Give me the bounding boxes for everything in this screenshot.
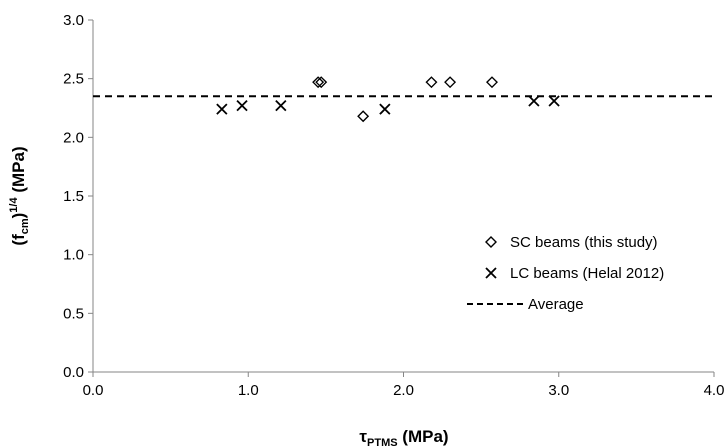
y-tick-label: 2.5 [63, 71, 84, 88]
lc-beam-point [275, 100, 287, 112]
legend-label-sc-beams: SC beams (this study) [510, 234, 658, 251]
axes [88, 19, 715, 377]
y-tick-labels: 0.0 0.5 1.0 1.5 2.0 2.5 3.0 [63, 12, 84, 381]
y-tick-label: 1.0 [63, 247, 84, 264]
sc-beam-point [312, 76, 325, 89]
x-tick-label: 1.0 [238, 382, 259, 399]
sc-beam-point [444, 76, 457, 89]
legend: SC beams (this study) LC beams (Helal 20… [467, 234, 664, 313]
legend-label-lc-beams: LC beams (Helal 2012) [510, 265, 664, 282]
legend-label-average: Average [528, 296, 584, 313]
sc-beam-point [357, 110, 370, 123]
y-tick-label: 0.0 [63, 364, 84, 381]
x-tick-label: 4.0 [704, 382, 725, 399]
y-axis-title: (fcm)1/4 (MPa) [8, 146, 31, 245]
legend-diamond-marker [485, 236, 497, 248]
lc-beam-point [548, 95, 560, 107]
lc-beam-point [528, 95, 540, 107]
x-tick-labels: 0.0 1.0 2.0 3.0 4.0 [83, 382, 725, 399]
lc-beam-point [216, 103, 228, 115]
sc-beam-point [425, 76, 438, 89]
legend-x-marker [485, 267, 497, 279]
sc-beam-point [315, 76, 328, 89]
legend-item-lc-beams: LC beams (Helal 2012) [485, 265, 664, 282]
x-tick-label: 3.0 [548, 382, 569, 399]
x-axis-title: τPTMS (MPa) [359, 427, 448, 448]
data-points-layer [216, 76, 560, 123]
y-tick-label: 2.0 [63, 129, 84, 146]
legend-item-average: Average [467, 296, 584, 313]
legend-item-sc-beams: SC beams (this study) [485, 234, 658, 251]
x-tick-label: 2.0 [393, 382, 414, 399]
sc-beam-point [486, 76, 498, 89]
y-tick-label: 1.5 [63, 188, 84, 205]
x-tick-label: 0.0 [83, 382, 104, 399]
lc-beam-point [379, 103, 391, 115]
y-tick-label: 3.0 [63, 12, 84, 29]
lc-beam-point [236, 100, 248, 112]
y-tick-label: 0.5 [63, 305, 84, 322]
